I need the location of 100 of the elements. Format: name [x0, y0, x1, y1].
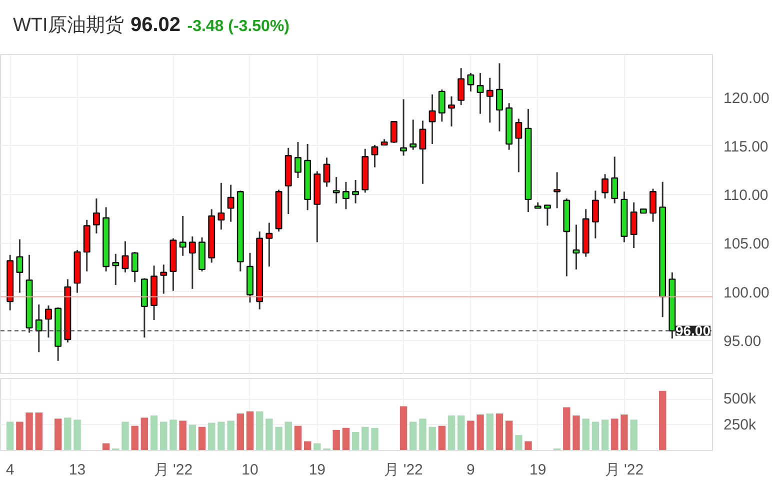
bar [362, 426, 369, 450]
bar [16, 422, 24, 450]
y-tick-label: 500k [724, 390, 757, 408]
bar [160, 422, 168, 450]
bar [227, 420, 234, 450]
candlestick [371, 144, 378, 168]
x-tick-label: 月 '22 [604, 462, 644, 478]
candlestick [122, 240, 129, 274]
bar [476, 414, 484, 450]
bar [419, 418, 426, 450]
candlestick [572, 224, 580, 270]
bar [563, 407, 570, 450]
x-tick-label: 19 [530, 462, 546, 478]
bar [246, 411, 254, 450]
candlestick [602, 173, 609, 200]
x-tick-label: 10 [242, 462, 258, 478]
bar [601, 420, 609, 450]
candlestick [554, 171, 561, 209]
candlestick [400, 98, 407, 156]
x-tick-label: 4 [6, 462, 14, 478]
bar [179, 420, 186, 450]
candlestick [611, 156, 618, 204]
bar [496, 413, 504, 450]
bar [275, 426, 282, 450]
text: -3.48 (-3.50%) [187, 18, 290, 35]
bar [294, 426, 302, 450]
candlestick [188, 236, 196, 290]
x-tick-label: 13 [68, 462, 86, 478]
candlestick [112, 253, 120, 286]
bar [64, 418, 72, 450]
candlestick [486, 77, 494, 124]
bar [54, 418, 62, 450]
bar [572, 416, 580, 450]
candlestick [323, 156, 330, 188]
candlestick [438, 88, 446, 122]
bar [314, 443, 321, 450]
candlestick [515, 118, 522, 173]
candlestick [131, 251, 138, 283]
candlestick [458, 67, 465, 106]
bar [150, 416, 158, 450]
bar [198, 426, 206, 450]
ref-line-label: 96.00 [675, 322, 711, 339]
bar [26, 412, 33, 450]
bar [304, 441, 312, 450]
candlestick [544, 204, 551, 226]
candlestick [35, 304, 42, 353]
candlestick [16, 238, 24, 294]
bar [266, 418, 273, 450]
candlestick [467, 72, 474, 92]
bar [140, 418, 148, 450]
bar [74, 420, 81, 450]
bar [400, 406, 408, 450]
bar [438, 426, 446, 450]
bar [448, 416, 456, 450]
text: 96.02 [130, 14, 181, 36]
bar [332, 430, 340, 450]
bar [218, 422, 225, 450]
bar [371, 428, 378, 450]
bar [188, 424, 196, 450]
bar [236, 413, 244, 450]
candlestick [294, 141, 302, 179]
y-tick-label: 110.00 [724, 187, 768, 204]
bar [486, 413, 494, 450]
bar [122, 422, 129, 450]
candlestick [410, 118, 417, 151]
candlestick [266, 222, 273, 268]
candlestick [227, 184, 234, 223]
candlestick [390, 120, 398, 144]
y-tick-label: 105.00 [724, 236, 770, 253]
bar [620, 414, 628, 450]
candlestick [476, 72, 484, 115]
bar [611, 418, 618, 450]
candlestick [352, 179, 360, 204]
bar [131, 426, 138, 450]
bar [467, 420, 474, 450]
bar [284, 422, 292, 450]
candlestick [630, 202, 638, 249]
bar [630, 420, 638, 450]
y-tick-label: 250k [724, 416, 757, 434]
bar [457, 416, 465, 450]
candlestick [342, 181, 350, 210]
y-tick-label: 115.00 [724, 138, 768, 156]
bar [208, 422, 216, 450]
bar [505, 420, 513, 450]
candlestick [179, 215, 186, 257]
candlestick [92, 198, 100, 234]
x-tick-label: 月 '22 [154, 462, 193, 478]
candlestick [428, 94, 436, 145]
bar [35, 412, 42, 450]
bar [515, 435, 522, 450]
bar [428, 426, 436, 450]
candlestick [160, 264, 168, 295]
y-tick-label: 120.00 [724, 90, 770, 107]
candlestick [592, 190, 599, 240]
bar [342, 428, 350, 450]
y-tick-label: 100.00 [724, 284, 770, 302]
bar [256, 411, 264, 450]
bar [170, 420, 177, 450]
bar [524, 441, 532, 450]
bar [352, 432, 360, 450]
